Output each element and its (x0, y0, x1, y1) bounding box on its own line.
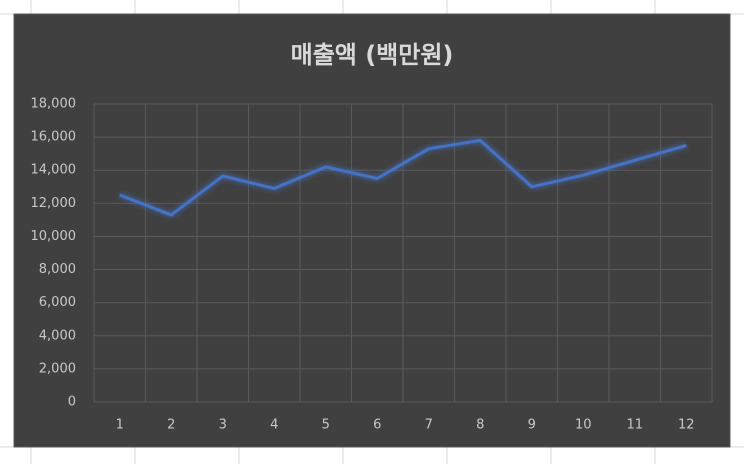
x-tick-label: 4 (270, 418, 278, 433)
x-tick-label: 11 (626, 418, 643, 433)
y-tick-label: 2,000 (39, 361, 76, 376)
x-tick-label: 10 (575, 418, 592, 433)
x-tick-label: 7 (425, 418, 433, 433)
y-tick-label: 4,000 (39, 328, 76, 343)
y-tick-label: 6,000 (39, 295, 76, 310)
chart-area (13, 13, 731, 448)
x-tick-label: 8 (476, 418, 484, 433)
y-tick-label: 0 (68, 395, 76, 410)
y-tick-label: 18,000 (31, 97, 77, 112)
x-tick-label: 5 (322, 418, 330, 433)
y-tick-label: 12,000 (31, 196, 77, 211)
x-tick-label: 12 (678, 418, 695, 433)
x-tick-label: 9 (528, 418, 536, 433)
x-tick-label: 2 (167, 418, 175, 433)
y-tick-label: 8,000 (39, 262, 76, 277)
y-tick-label: 14,000 (31, 163, 77, 178)
x-tick-label: 1 (116, 418, 124, 433)
y-tick-label: 16,000 (31, 130, 77, 145)
x-tick-label: 6 (373, 418, 381, 433)
data-line (119, 138, 687, 217)
y-tick-label: 10,000 (31, 229, 77, 244)
x-tick-label: 3 (219, 418, 227, 433)
chart-title: 매출액 (백만원) (291, 41, 454, 69)
